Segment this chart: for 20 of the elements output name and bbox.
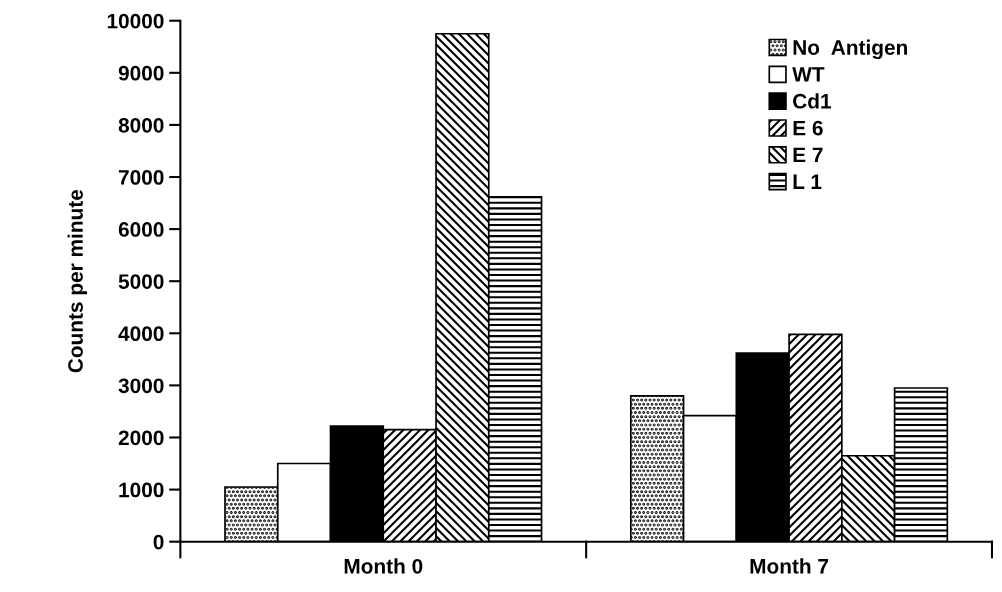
y-tick-label: 10000 [107,13,164,29]
y-tick-label: 5000 [118,274,164,289]
legend-label: E 7 [793,147,823,163]
legend-label: E 6 [793,120,823,136]
y-tick-label: 7000 [118,170,164,185]
y-tick-label: 4000 [118,326,164,342]
legend-label: L 1 [793,174,822,189]
y-tick-label: 3000 [118,378,164,394]
y-tick-label: 0 [153,534,164,550]
y-tick-label: 1000 [119,482,164,498]
y-axis-title: Counts per minute [67,189,88,373]
y-tick-label: 6000 [118,222,164,237]
x-tick-label: Month 7 [750,558,829,574]
y-tick-label: 9000 [118,65,164,81]
legend-label: WT [792,67,825,82]
legend-label: No Antigen [793,39,908,60]
y-tick-label: 2000 [118,430,164,446]
x-tick-label: Month 0 [344,558,423,574]
legend-label: Cd1 [793,93,831,109]
y-tick-label: 8000 [118,117,164,133]
